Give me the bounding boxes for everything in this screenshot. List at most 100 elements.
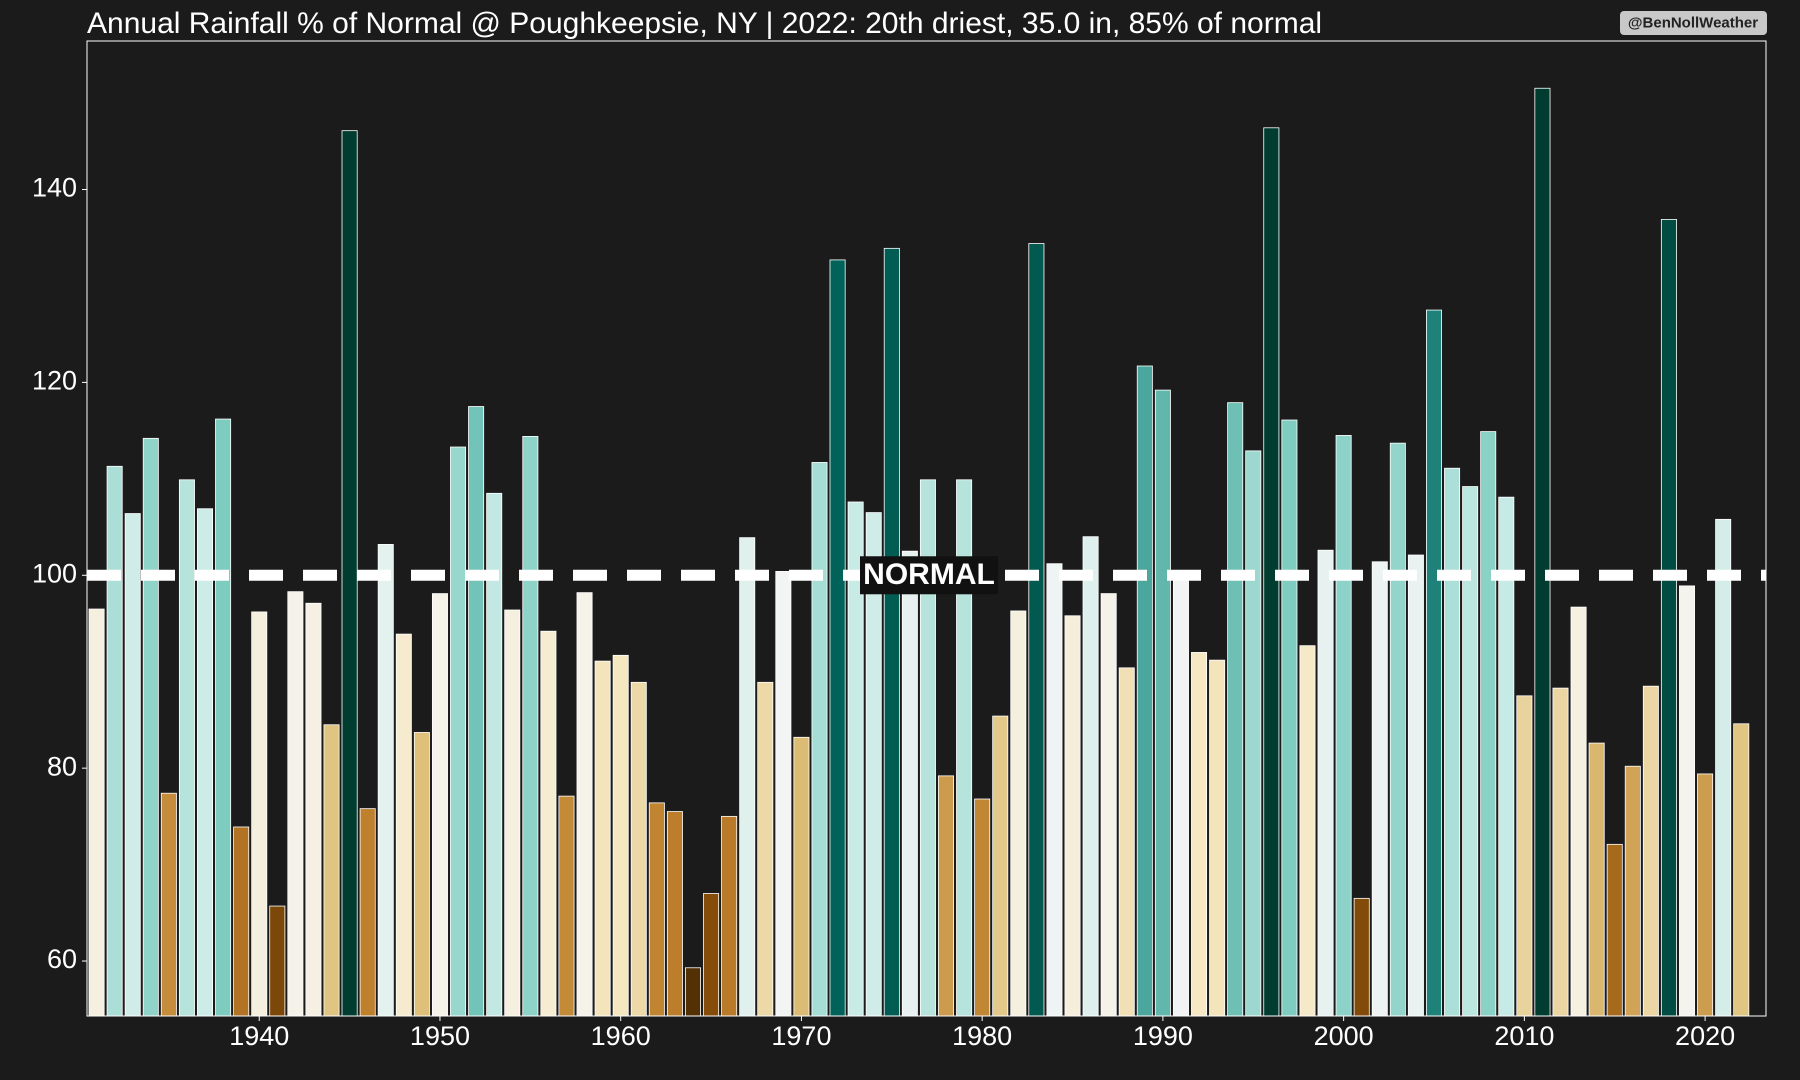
y-tick-label: 140 [32,173,77,203]
bar [1552,687,1569,1017]
bar [685,967,701,1017]
bar [504,609,521,1017]
bar [1154,389,1171,1017]
x-tick-label: 1980 [952,1021,1012,1051]
bar [1462,486,1479,1017]
bar [1335,435,1352,1017]
bar [287,591,304,1017]
normal-label-box [860,556,998,595]
bar [178,479,195,1017]
watermark-box [1620,11,1767,35]
bar [1642,685,1659,1017]
bar [1299,645,1316,1017]
bar [739,537,756,1017]
bar [142,437,159,1017]
bar [1245,450,1262,1017]
bar [395,633,412,1017]
bar [648,802,665,1017]
bar [450,446,467,1017]
bar [197,508,214,1017]
bar [1353,897,1370,1017]
bar [1697,773,1714,1017]
bar [1082,536,1099,1017]
bar [1534,87,1551,1017]
bar [1606,843,1623,1017]
bar [431,593,448,1017]
x-tick-label: 2010 [1494,1021,1554,1051]
bar [1172,570,1189,1017]
x-tick-label: 1960 [591,1021,651,1051]
x-tick-label: 2020 [1675,1021,1735,1051]
x-tick-label: 1940 [229,1021,289,1051]
bar [359,808,376,1017]
bar [1371,561,1388,1017]
x-tick-label: 1990 [1133,1021,1193,1051]
bar [323,724,340,1017]
bar [1136,365,1153,1017]
bar [305,602,322,1017]
bar [1588,742,1605,1017]
bar [594,660,611,1017]
chart-title: Annual Rainfall % of Normal @ Poughkeeps… [87,7,1322,40]
bar [468,406,485,1017]
bar [1407,554,1424,1017]
bar [576,592,593,1017]
bar [1046,563,1063,1017]
bar [1100,593,1117,1017]
watermark: @BenNollWeather [1628,14,1758,31]
bar [1444,467,1461,1017]
bar [974,798,991,1017]
bar [1010,610,1027,1017]
bar [703,893,720,1017]
bar [992,715,1009,1017]
plot-frame [86,40,1767,1017]
bar [540,630,557,1017]
bar [124,513,141,1017]
bar [1660,219,1677,1017]
x-tick-label: 1970 [771,1021,831,1051]
bar [522,436,539,1017]
y-tick-label: 120 [32,366,77,396]
bar [233,826,250,1017]
bar [1227,402,1244,1017]
bar [883,247,900,1017]
bar [1679,585,1696,1017]
bar [269,905,286,1017]
bar [1281,419,1298,1017]
bar [1624,765,1641,1017]
bar [1118,667,1135,1017]
bar [558,795,575,1017]
y-tick-label: 100 [32,558,77,588]
bar [1389,442,1406,1017]
bar [413,732,430,1017]
bar [901,550,918,1017]
bar [612,654,629,1017]
bar [1570,606,1587,1017]
bar [160,792,177,1017]
bar [721,815,738,1017]
bar [829,259,846,1017]
bar [1191,652,1208,1017]
y-tick-label: 60 [47,944,77,974]
y-tick-label: 80 [47,751,77,781]
bar [1480,431,1497,1017]
bar [1516,695,1533,1017]
bar [757,681,774,1017]
bar [666,811,683,1017]
bar [251,611,268,1017]
bar [811,462,828,1017]
bar [775,571,792,1017]
bar [88,608,105,1017]
normal-label: NORMAL [863,558,995,591]
bar [938,775,955,1017]
bar [793,736,810,1017]
bar [341,130,358,1017]
x-tick-label: 1950 [410,1021,470,1051]
bar [630,681,647,1017]
bar [1715,518,1732,1017]
bar [377,544,394,1017]
bar [1426,309,1442,1017]
bar [1733,723,1750,1017]
bar [1209,659,1226,1017]
